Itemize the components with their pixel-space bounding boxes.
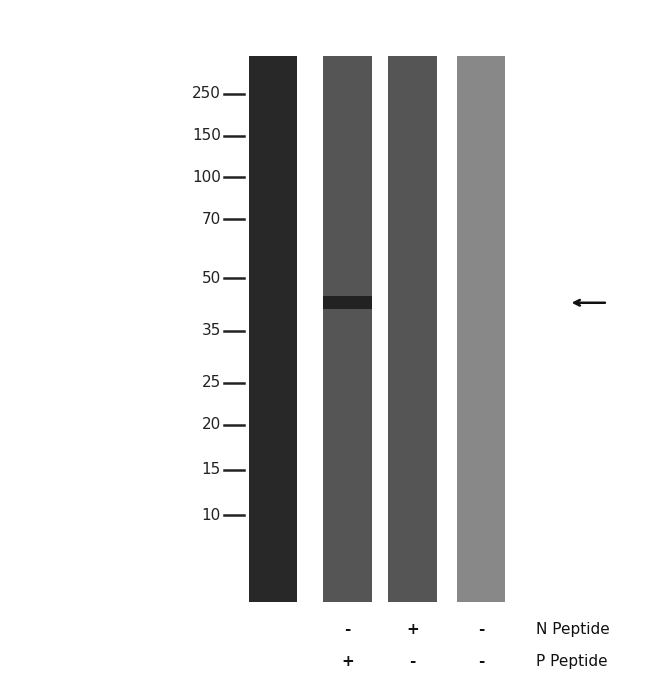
Bar: [456, 56, 506, 602]
Text: 100: 100: [192, 170, 221, 185]
Text: -: -: [478, 622, 484, 638]
Bar: [389, 56, 437, 602]
Text: P Peptide: P Peptide: [536, 654, 608, 669]
Text: -: -: [478, 654, 484, 669]
Text: +: +: [341, 654, 354, 669]
Text: 25: 25: [202, 375, 221, 390]
Bar: [393, 296, 432, 309]
Text: 50: 50: [202, 271, 221, 286]
Text: 35: 35: [202, 323, 221, 338]
Text: -: -: [344, 622, 351, 638]
Text: 15: 15: [202, 462, 221, 477]
Bar: [324, 296, 372, 309]
Bar: [324, 56, 372, 602]
Text: 150: 150: [192, 128, 221, 143]
Text: -: -: [410, 654, 416, 669]
Text: +: +: [406, 622, 419, 638]
Text: 10: 10: [202, 507, 221, 523]
Text: 70: 70: [202, 212, 221, 227]
Bar: [248, 56, 298, 602]
Text: 20: 20: [202, 417, 221, 432]
Text: 250: 250: [192, 86, 221, 102]
Text: N Peptide: N Peptide: [536, 622, 610, 638]
